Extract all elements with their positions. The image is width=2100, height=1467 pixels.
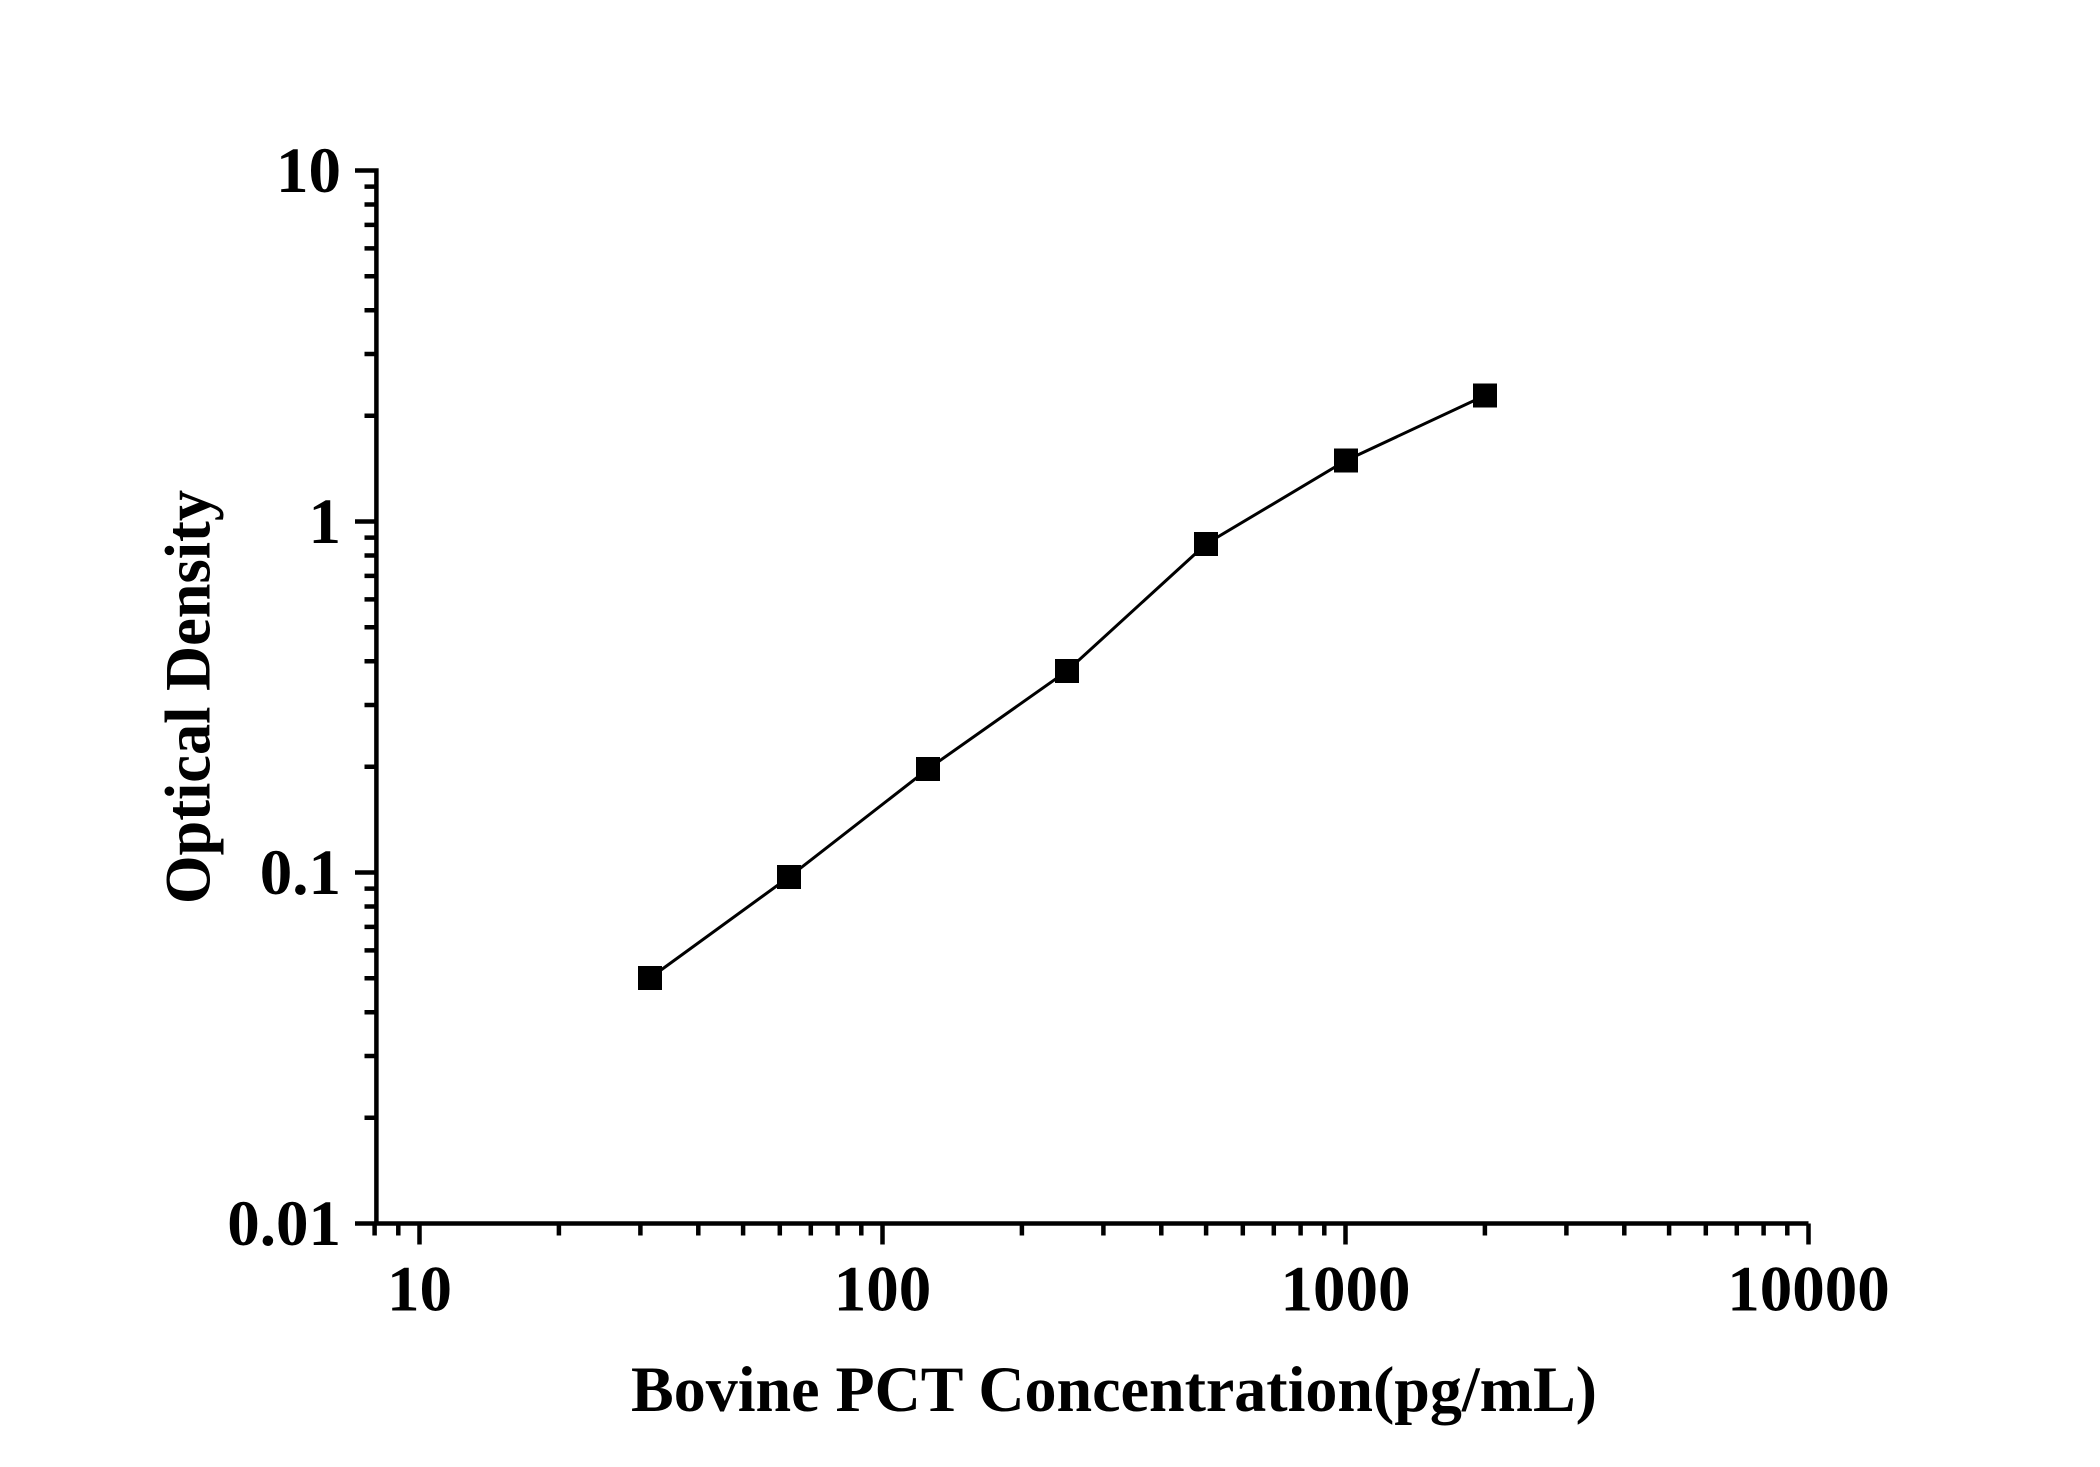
svg-text:0.01: 0.01 (227, 1188, 341, 1260)
svg-text:Optical Density: Optical Density (153, 490, 225, 904)
svg-text:1000: 1000 (1281, 1254, 1411, 1326)
svg-text:10: 10 (276, 135, 341, 207)
svg-text:0.1: 0.1 (260, 837, 341, 909)
svg-text:1: 1 (309, 486, 342, 558)
svg-text:100: 100 (834, 1254, 932, 1326)
svg-text:10: 10 (387, 1254, 452, 1326)
svg-text:Bovine PCT Concentration(pg/mL: Bovine PCT Concentration(pg/mL) (631, 1354, 1597, 1426)
svg-text:10000: 10000 (1727, 1254, 1890, 1326)
